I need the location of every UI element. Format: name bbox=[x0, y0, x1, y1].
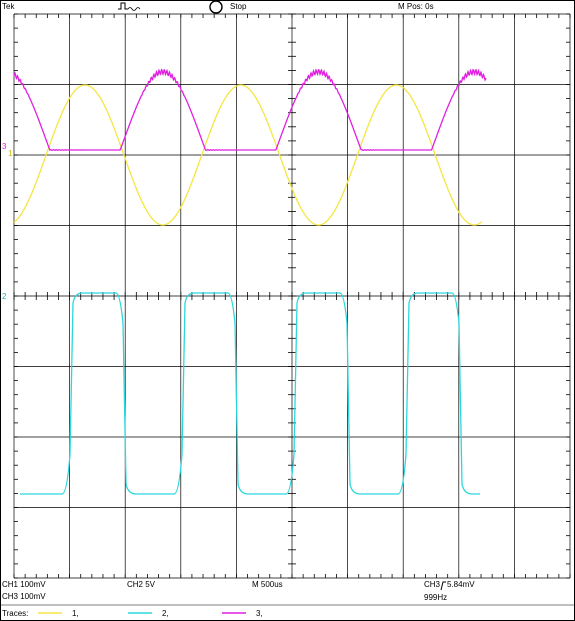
legend-item-ch1: 1, bbox=[72, 609, 79, 618]
trigger-mode-icon bbox=[118, 2, 141, 11]
legend-item-ch3: 3, bbox=[256, 609, 263, 618]
trigger-channel-readout: CH3 bbox=[424, 580, 441, 589]
trace-ch3 bbox=[13, 68, 487, 152]
legend-label: Traces: bbox=[2, 609, 28, 618]
channel-markers: 3 1 2 bbox=[2, 142, 13, 301]
ch1-scale-readout: CH1 100mV bbox=[2, 580, 46, 589]
ch3-marker: 3 bbox=[2, 142, 7, 151]
ch2-scale-readout: CH2 5V bbox=[127, 580, 156, 589]
frequency-readout: 999Hz bbox=[424, 593, 447, 602]
timebase-readout: M 500us bbox=[252, 580, 283, 589]
horizontal-position-label: M Pos: 0s bbox=[398, 2, 434, 11]
header-bar: Tek Stop M Pos: 0s bbox=[2, 0, 434, 14]
run-status-label: Stop bbox=[230, 2, 247, 11]
trace-legend: Traces: 1, 2, 3, bbox=[2, 609, 263, 618]
trace-ch1 bbox=[13, 84, 483, 226]
ch2-marker: 2 bbox=[2, 292, 7, 301]
ch1-marker: 1 bbox=[8, 149, 13, 158]
trigger-level-readout: 5.84mV bbox=[447, 580, 475, 589]
brand-label: Tek bbox=[2, 2, 15, 11]
legend-item-ch2: 2, bbox=[162, 609, 169, 618]
run-status-icon bbox=[209, 0, 223, 14]
trace-ch2 bbox=[20, 292, 480, 495]
trigger-slope-icon bbox=[440, 581, 446, 591]
ch3-scale-readout: CH3 100mV bbox=[2, 592, 46, 601]
readout-bar: CH1 100mV CH2 5V M 500us CH3 5.84mV CH3 … bbox=[2, 580, 475, 602]
